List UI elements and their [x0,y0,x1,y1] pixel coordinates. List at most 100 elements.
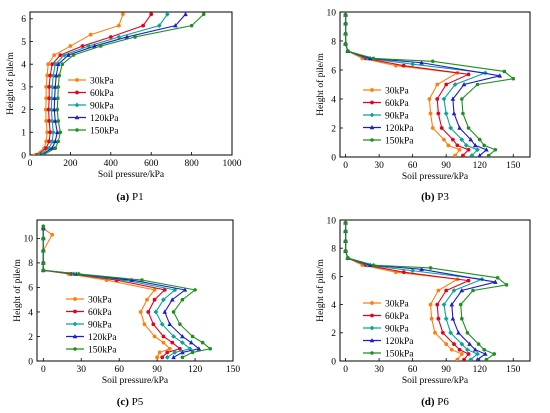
data-point [41,268,46,273]
x-tick-label: 30 [77,365,87,375]
data-point [145,297,149,302]
data-point [44,119,49,123]
legend-marker [370,100,374,105]
data-point [161,297,166,303]
x-tick-label: 800 [184,159,199,169]
data-point [66,52,71,57]
legend-label: 90kPa [88,320,113,330]
data-point [183,12,188,17]
data-point [50,129,56,135]
x-axis-label: Soil pressure/kPa [402,376,469,386]
data-point [193,288,197,292]
x-axis-label: Soil pressure/kPa [98,170,165,180]
y-tick-label: 2 [28,333,33,343]
y-tick-label: 2 [331,329,336,339]
legend-marker [75,128,79,132]
plot-frame [29,11,233,156]
data-point [343,21,348,26]
data-point [443,316,449,322]
data-point [196,346,202,351]
data-point [48,73,53,78]
series-line-90kpa [42,228,192,358]
data-point [200,340,205,345]
data-point [172,287,178,293]
data-point [190,334,195,339]
data-point [146,310,151,314]
y-tick-label: 8 [28,259,33,269]
data-point [456,330,461,335]
y-tick-label: 8 [331,245,336,255]
data-point [180,349,185,355]
chart-panel-p1: 0 200 400 600 800 1000 0 1 2 3 4 5 6 Soil pressure/kP… [5,11,242,203]
data-point [448,125,454,131]
x-tick-label: 400 [104,159,119,169]
data-point [124,34,130,39]
data-point [450,96,456,101]
legend-label: 120kPa [88,333,117,343]
data-point [56,96,60,101]
data-point [436,111,441,116]
data-point [459,288,465,293]
data-point [482,347,486,352]
data-point [161,340,166,345]
data-point [52,118,58,123]
data-point [477,137,482,142]
legend-label: 150kPa [88,345,117,355]
data-point [435,97,440,101]
data-point [444,288,449,293]
data-point [443,111,449,116]
data-point [47,139,52,144]
data-point [44,85,49,89]
data-point [98,44,103,48]
data-point [472,142,478,148]
data-point [45,73,50,78]
data-point [46,62,51,67]
x-tick-label: 30 [374,161,384,171]
x-tick-label: 1000 [223,159,242,169]
data-point [433,330,437,335]
data-point [466,72,471,77]
legend-marker [74,115,80,120]
data-point [467,341,472,346]
data-point [180,340,185,346]
data-point [371,263,376,267]
data-point [52,53,57,58]
x-tick-label: 120 [188,365,203,375]
x-tick-label: 120 [473,365,488,375]
y-tick-label: 4 [331,301,336,311]
data-point [343,229,348,234]
legend-marker [369,112,375,118]
data-point [428,266,433,270]
data-point [152,287,157,292]
data-point [401,270,406,275]
data-point [457,147,462,152]
legend-marker [75,90,79,95]
data-point [435,302,440,307]
data-point [172,350,178,355]
legend: 30kPa 60kPa 90kPa 120kPa 150kPa [363,86,414,146]
legend-label: 150kPa [90,126,119,136]
data-point [482,351,488,356]
legend-label: 150kPa [385,136,414,146]
x-tick-label: 30 [374,365,384,375]
plot-frame [339,219,531,362]
data-point [51,107,57,112]
data-point [162,287,167,292]
legend-label: 90kPa [385,111,410,121]
data-point [367,55,373,61]
data-point [468,137,474,142]
data-point [60,62,65,67]
data-point [116,34,122,40]
data-point [401,63,406,68]
legend-marker [370,138,374,142]
data-point [435,82,440,87]
data-point [371,56,376,61]
data-point [428,111,433,116]
panel-caption: (b) P3 [421,191,449,203]
x-tick-label: 150 [226,365,241,375]
data-point [451,111,457,116]
series-group [33,12,206,155]
data-point [343,249,348,253]
legend-marker [370,313,374,318]
